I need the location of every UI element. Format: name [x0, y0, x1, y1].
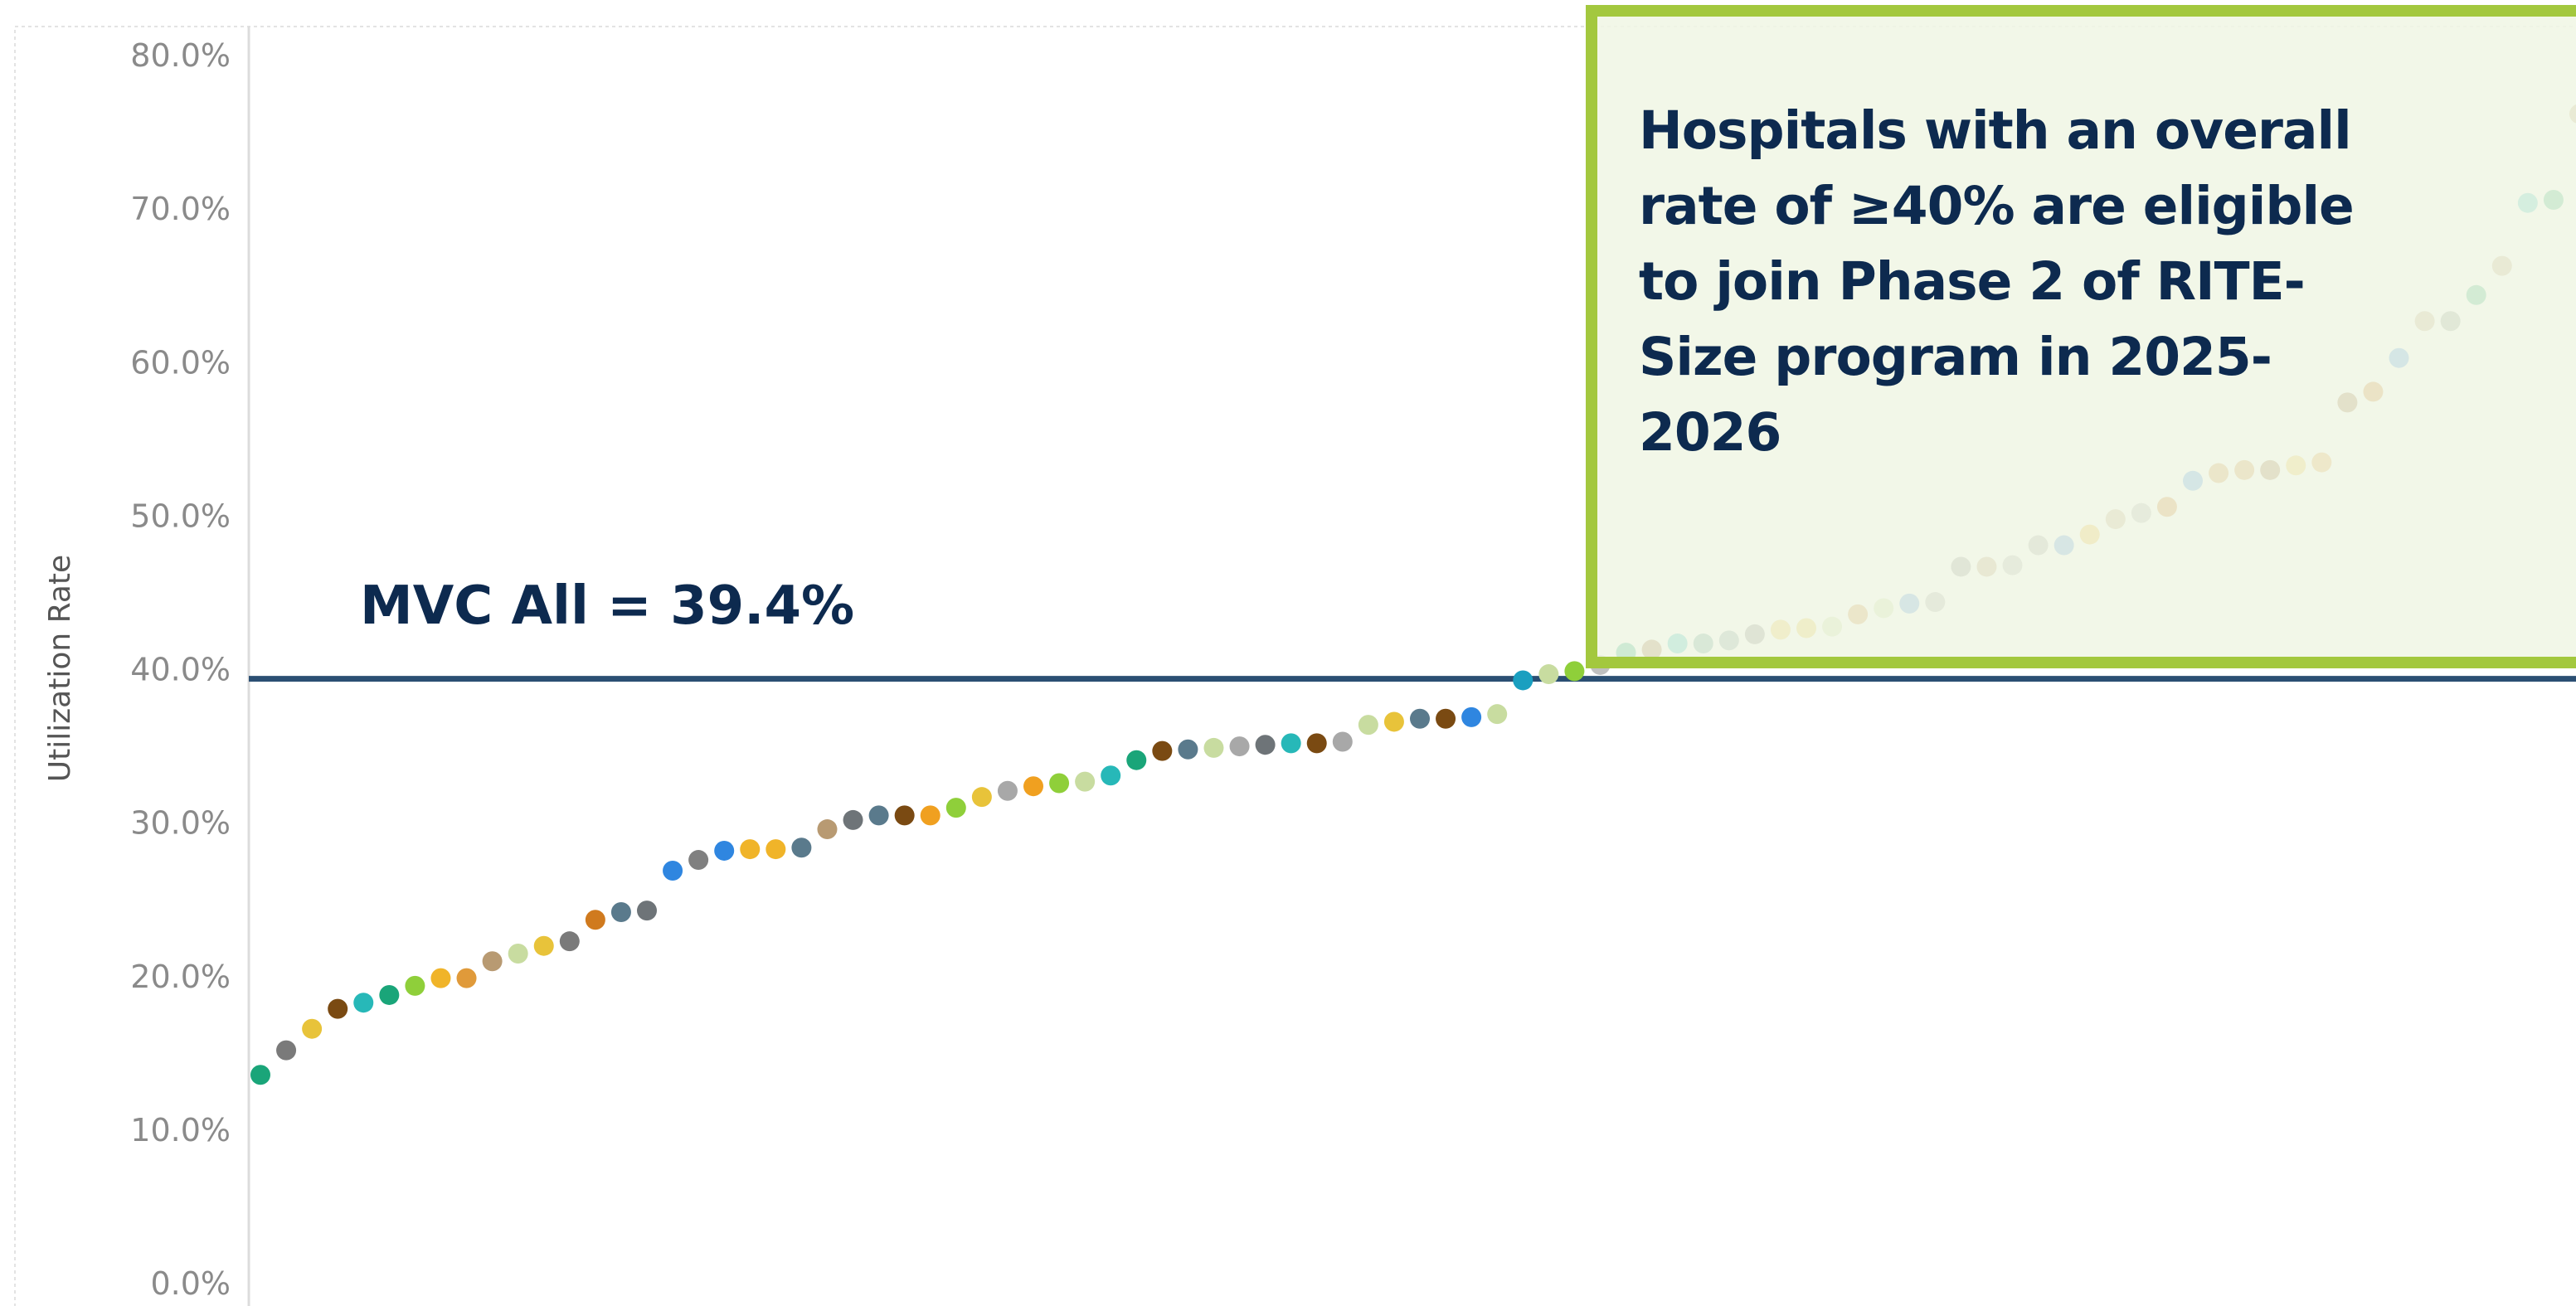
y-tick-label: 70.0% — [130, 191, 231, 227]
data-point — [508, 943, 528, 964]
data-point — [714, 840, 735, 861]
data-point — [740, 839, 761, 860]
data-point — [1410, 708, 1430, 729]
y-axis-ticks: 0.0% 10.0% 20.0% 30.0% 40.0% 50.0% 60.0% 70.0% 8… — [130, 37, 231, 1302]
data-point — [997, 780, 1018, 801]
data-point — [456, 968, 477, 988]
data-point — [302, 1018, 323, 1039]
y-tick-label: 40.0% — [130, 652, 231, 688]
data-point — [1487, 704, 1508, 725]
data-point — [1075, 771, 1096, 792]
data-point — [843, 809, 863, 830]
data-point — [1513, 670, 1533, 691]
data-point — [868, 805, 889, 826]
data-point — [533, 935, 554, 956]
y-axis-label: Utilization Rate — [43, 555, 77, 782]
data-point — [1126, 750, 1147, 770]
data-point — [971, 787, 992, 808]
data-point — [1229, 736, 1250, 757]
data-point — [1101, 765, 1121, 786]
data-point — [328, 998, 348, 1019]
data-point — [379, 984, 400, 1005]
y-tick-label: 0.0% — [150, 1265, 231, 1302]
data-point — [1152, 740, 1173, 761]
data-point — [1461, 706, 1482, 727]
y-tick-label: 80.0% — [130, 37, 231, 74]
reference-line-label: MVC All = 39.4% — [360, 575, 854, 637]
data-point — [1436, 708, 1456, 729]
data-point — [1178, 739, 1198, 760]
data-point — [1255, 735, 1276, 755]
eligibility-callout-box: Hospitals with an overall rate of ≥40% a… — [1586, 5, 2576, 668]
eligibility-callout-text: Hospitals with an overall rate of ≥40% a… — [1639, 100, 2355, 463]
data-point — [250, 1065, 270, 1085]
data-point — [276, 1040, 297, 1061]
y-tick-label: 30.0% — [130, 805, 231, 842]
data-point — [688, 850, 709, 871]
data-point — [663, 861, 683, 881]
data-point — [1358, 715, 1378, 736]
data-point — [585, 910, 605, 930]
data-point — [1049, 773, 1070, 794]
y-tick-label: 50.0% — [130, 498, 231, 534]
data-point — [353, 993, 374, 1013]
data-point — [430, 968, 451, 988]
data-point — [1564, 661, 1585, 682]
y-tick-label: 60.0% — [130, 344, 231, 381]
data-point — [1332, 731, 1353, 752]
data-point — [610, 901, 631, 922]
outer-frame — [14, 26, 2576, 1306]
data-point — [1538, 664, 1559, 685]
data-point — [559, 931, 580, 952]
data-point — [637, 901, 657, 921]
data-point — [405, 975, 425, 996]
data-point — [817, 819, 838, 840]
data-point — [791, 837, 812, 858]
data-point — [1281, 733, 1301, 754]
data-point — [920, 805, 940, 826]
y-tick-label: 10.0% — [130, 1112, 231, 1148]
data-point — [482, 951, 503, 972]
y-tick-label: 20.0% — [130, 959, 231, 995]
data-point — [1383, 711, 1404, 732]
data-point — [945, 798, 966, 818]
data-point — [1306, 733, 1327, 754]
data-point — [766, 839, 786, 860]
data-point — [1023, 776, 1043, 797]
data-point — [894, 805, 915, 826]
data-point — [1203, 737, 1224, 758]
